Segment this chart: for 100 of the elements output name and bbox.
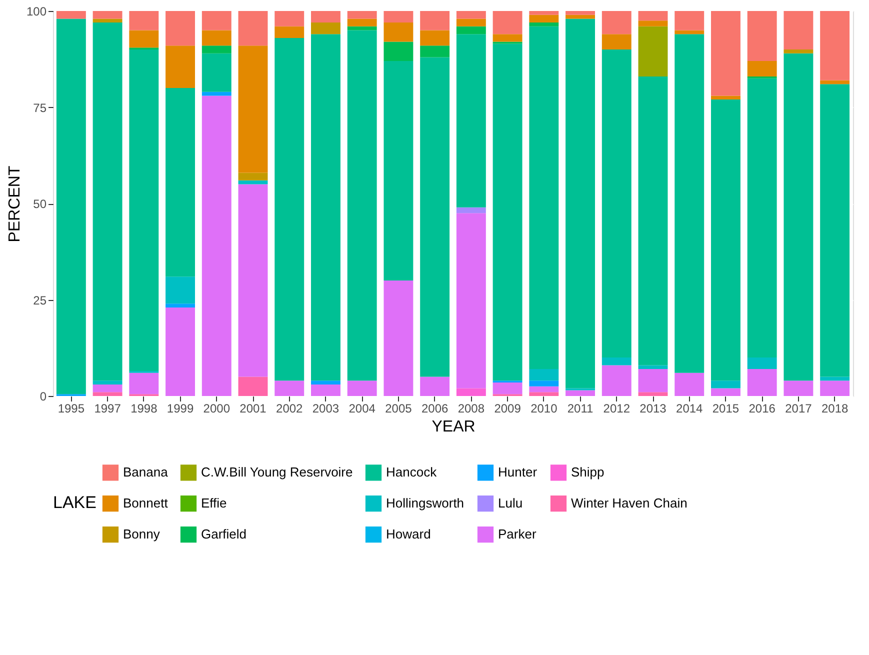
legend-label: Parker <box>498 526 537 542</box>
legend-label: Bonny <box>123 526 160 542</box>
bar <box>456 18 486 26</box>
x-tick-label: 2011 <box>567 402 594 416</box>
bar <box>602 358 632 366</box>
bar <box>566 14 595 19</box>
legend-title: LAKE <box>53 493 96 512</box>
x-tick-label: 2009 <box>494 402 522 416</box>
x-tick-label: 1999 <box>166 402 194 416</box>
bar <box>202 53 232 92</box>
bar <box>529 11 559 15</box>
bar <box>456 213 486 388</box>
bar <box>92 384 122 392</box>
bar <box>456 34 486 208</box>
bar <box>711 380 740 388</box>
bar <box>747 61 777 76</box>
x-tick-label: 2000 <box>203 402 230 416</box>
bar <box>202 96 232 396</box>
bar <box>674 30 704 34</box>
x-tick-label: 2005 <box>385 402 412 416</box>
legend-label: Winter Haven Chain <box>571 496 688 510</box>
bar <box>238 184 268 377</box>
bar <box>784 380 814 396</box>
bar <box>638 20 668 26</box>
x-tick-label: 2001 <box>240 402 267 416</box>
y-tick-label: 75 <box>33 100 47 115</box>
bar <box>129 372 159 394</box>
bar <box>238 46 268 173</box>
x-tick-label: 1995 <box>58 402 85 416</box>
bar <box>129 11 159 30</box>
bar <box>311 22 340 34</box>
y-axis-title: PERCENT <box>6 166 24 242</box>
bar <box>638 76 668 366</box>
bar <box>456 388 486 396</box>
bar <box>566 390 595 396</box>
bar <box>674 34 704 373</box>
bar <box>820 84 850 377</box>
bar <box>311 11 340 23</box>
bar <box>492 44 522 381</box>
bar <box>347 11 377 19</box>
bar <box>747 369 777 396</box>
bar <box>129 30 159 48</box>
bar <box>238 376 268 396</box>
legend-label: Garfield <box>201 526 247 542</box>
bar <box>602 34 632 50</box>
y-tick-label: 50 <box>33 197 47 211</box>
bar <box>166 304 195 308</box>
bar <box>638 26 668 76</box>
bar <box>747 358 777 370</box>
bar <box>274 11 304 26</box>
bar <box>166 11 195 46</box>
bar <box>129 50 159 371</box>
bar <box>456 207 486 214</box>
bar <box>566 18 595 388</box>
bar <box>711 100 740 381</box>
x-tick-label: 1997 <box>94 402 122 416</box>
legend-label: Effie <box>201 496 227 510</box>
bar <box>238 172 268 180</box>
bar <box>384 11 414 23</box>
bar <box>602 50 632 358</box>
legend-label: Hancock <box>386 464 438 480</box>
bar <box>274 26 304 38</box>
bar <box>529 26 559 370</box>
x-tick-label: 2012 <box>603 402 630 416</box>
x-tick-label: 1998 <box>130 402 158 416</box>
bar <box>347 26 377 30</box>
x-tick-label: 2002 <box>276 402 304 416</box>
bar <box>92 380 122 384</box>
legend-label: Shipp <box>571 464 604 480</box>
legend-label: Hollingsworth <box>386 496 464 510</box>
bar <box>92 392 122 396</box>
x-tick-label: 2015 <box>712 402 740 416</box>
bar <box>456 26 486 34</box>
x-tick-label: 2006 <box>421 402 448 416</box>
bar <box>384 42 414 62</box>
bar <box>602 365 632 396</box>
bar <box>747 11 777 62</box>
x-tick-label: 2004 <box>348 402 376 416</box>
bar <box>747 78 777 358</box>
bar <box>347 30 377 381</box>
bar <box>529 392 559 396</box>
bar <box>492 34 522 42</box>
bar <box>166 88 195 277</box>
bar <box>674 11 704 30</box>
x-tick-label: 2013 <box>640 402 667 416</box>
legend-label: Lulu <box>498 496 523 510</box>
bar <box>274 380 304 396</box>
bar <box>202 11 232 30</box>
bar <box>529 22 559 26</box>
bar <box>711 96 740 100</box>
x-axis-title: YEAR <box>432 418 476 436</box>
x-tick-label: 2014 <box>676 402 704 416</box>
bar <box>529 14 559 23</box>
bar <box>384 61 414 280</box>
bar <box>238 180 268 184</box>
bar <box>311 34 340 381</box>
y-tick-label: 25 <box>33 293 47 308</box>
bar <box>202 46 232 54</box>
bar <box>529 380 559 386</box>
bar <box>638 369 668 392</box>
